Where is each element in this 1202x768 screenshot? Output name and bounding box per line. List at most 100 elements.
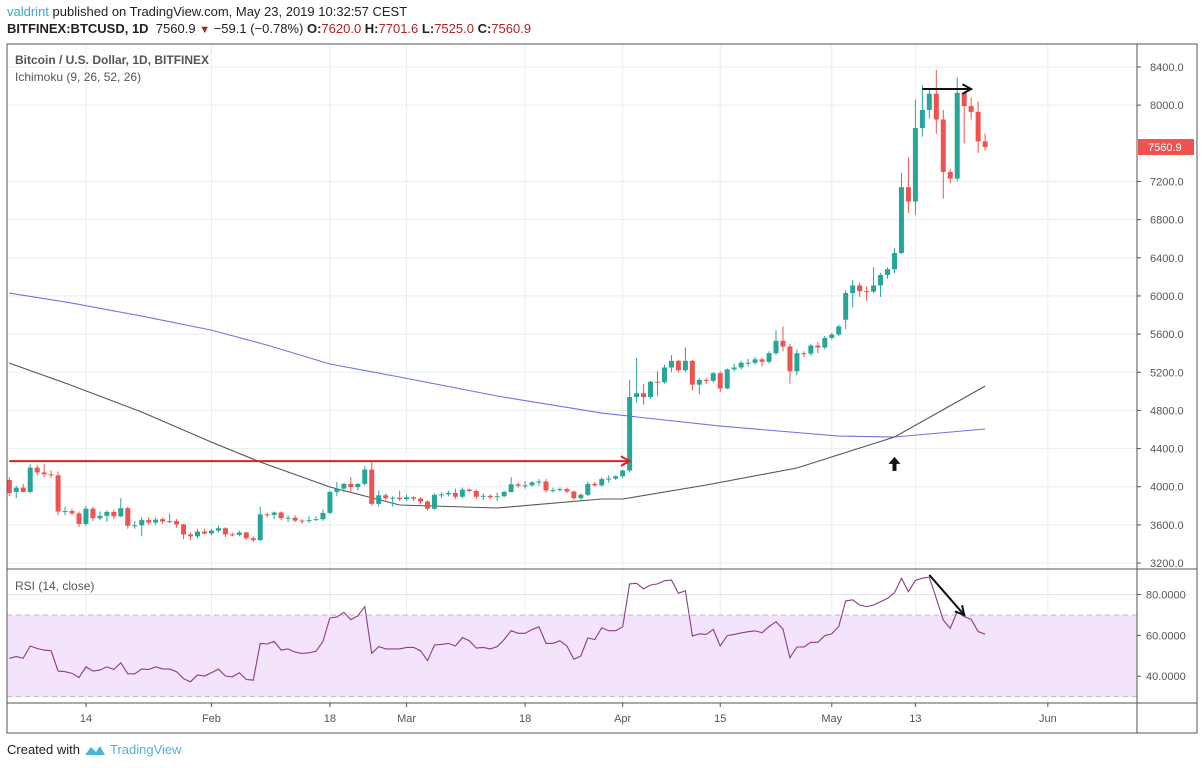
candles	[6, 69, 988, 543]
candle-body	[13, 487, 19, 492]
candle	[76, 511, 82, 527]
candle-body	[891, 253, 897, 270]
price-axis[interactable]: 8400.0 8000.0 7200.0 6800.0 6400.0 6000.0 5600…	[1137, 62, 1194, 570]
candle-body	[954, 92, 960, 179]
candle	[466, 488, 472, 493]
candle	[411, 496, 417, 502]
candle-body	[634, 393, 640, 398]
candle	[801, 351, 807, 357]
candle-body	[850, 285, 856, 294]
candle	[891, 248, 897, 274]
candle-body	[787, 346, 793, 372]
candle	[83, 505, 89, 526]
candle	[968, 97, 974, 120]
candle-body	[411, 497, 417, 499]
candle-body	[641, 393, 647, 398]
candle-body	[857, 285, 863, 292]
candle	[153, 517, 159, 525]
price-tick-label: 6000.0	[1150, 291, 1184, 303]
candle	[564, 487, 570, 494]
author-link[interactable]: valdrint	[7, 4, 49, 19]
candle	[515, 482, 521, 488]
candle-body	[69, 511, 75, 514]
candle	[536, 479, 542, 486]
candle	[313, 516, 319, 522]
symbol-label: BITFINEX:BTCUSD, 1D	[7, 21, 149, 36]
candle	[731, 363, 737, 372]
candle	[348, 477, 354, 493]
grid-lines	[7, 44, 1137, 703]
candle-body	[418, 498, 424, 502]
candle	[55, 471, 61, 516]
time-axis[interactable]: 14 Feb 18 Mar 18 Apr 15 May 13 Jun	[80, 703, 1057, 725]
candle	[850, 279, 856, 308]
candle	[34, 464, 40, 476]
candle-body	[522, 485, 528, 487]
candle-body	[146, 520, 152, 523]
candle-body	[76, 513, 82, 524]
candle-body	[383, 495, 389, 499]
candle	[898, 172, 904, 254]
candle	[613, 475, 619, 481]
candle-body	[822, 337, 828, 348]
candle	[822, 336, 828, 350]
candle-body	[97, 515, 103, 519]
tradingview-link[interactable]: TradingView	[109, 742, 182, 757]
time-tick-label: 14	[80, 713, 92, 725]
time-tick-label: May	[821, 713, 842, 725]
last-price: 7560.9	[155, 21, 196, 36]
blue-line	[9, 292, 986, 438]
annotation-arrow-1-head	[961, 83, 974, 95]
candle	[264, 512, 270, 518]
candle-body	[536, 481, 542, 483]
candle	[766, 351, 772, 364]
candle	[445, 490, 451, 497]
candle	[864, 286, 870, 301]
down-triangle-icon: ▼	[199, 24, 211, 36]
rsi-tick-label: 60.0000	[1146, 630, 1186, 642]
candle-body	[181, 524, 187, 535]
candle-body	[731, 367, 737, 370]
candle-body	[885, 269, 891, 275]
candle-body	[229, 534, 235, 536]
candle	[6, 477, 12, 497]
rsi-label[interactable]: RSI (14, close)	[15, 579, 95, 593]
candle	[480, 493, 486, 501]
rsi-tick-label: 40.0000	[1146, 671, 1186, 683]
candle-body	[306, 520, 312, 522]
candle	[961, 92, 967, 144]
candle	[208, 528, 214, 536]
candle-body	[864, 291, 870, 293]
candle	[585, 481, 591, 497]
candle	[933, 69, 939, 134]
candle-body	[480, 495, 486, 497]
indicator-label[interactable]: Ichimoku (9, 26, 52, 26)	[15, 70, 142, 84]
candle	[648, 380, 654, 399]
candle	[20, 483, 26, 493]
candle	[787, 343, 793, 384]
candle	[390, 496, 396, 507]
candle	[431, 493, 437, 510]
candle	[118, 498, 124, 518]
time-tick-label: Feb	[202, 713, 221, 725]
arrow-up-icon	[888, 456, 901, 471]
series-title: Bitcoin / U.S. Dollar, 1D, BITFINEX	[15, 53, 210, 67]
rsi-tick-label: 80.0000	[1146, 590, 1186, 602]
candle	[146, 517, 152, 525]
rsi-axis[interactable]: 80.0000 60.0000 40.0000	[1137, 590, 1186, 684]
candle-body	[215, 528, 221, 531]
candle-body	[153, 519, 159, 523]
candle-body	[376, 495, 382, 504]
candle	[194, 528, 200, 539]
candle	[62, 506, 68, 516]
candle-body	[132, 525, 138, 527]
candle	[104, 510, 110, 523]
candle-body	[473, 491, 479, 497]
candle-body	[912, 128, 918, 202]
candle-body	[125, 508, 131, 526]
high-label: H:	[364, 21, 379, 36]
symbol-info: BITFINEX:BTCUSD, 1D 7560.9 ▼ −59.1 (−0.7…	[7, 21, 531, 36]
candle	[292, 515, 298, 523]
candle	[634, 357, 640, 403]
